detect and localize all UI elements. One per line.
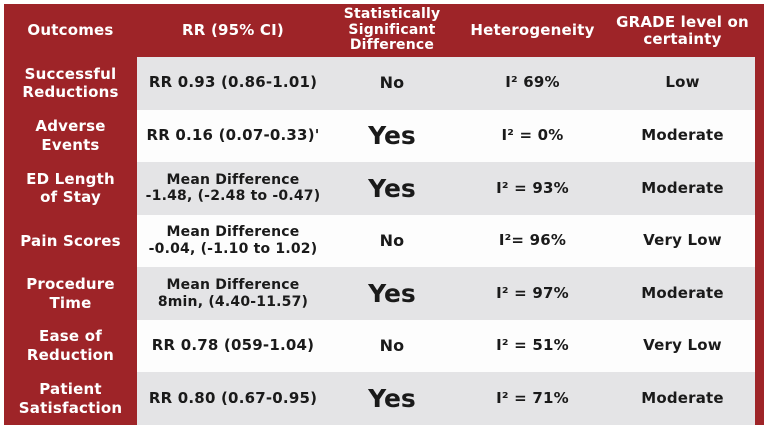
results-table: Outcomes RR (95% CI) Statistically Signi… [4, 4, 764, 425]
heterogeneity-cell: I²= 96% [455, 214, 610, 268]
grade-cell: Very Low [610, 214, 755, 268]
heterogeneity-cell: I² = 93% [455, 162, 610, 215]
heterogeneity-cell: I² = 97% [455, 267, 610, 320]
grade-cell: Low [610, 57, 755, 110]
rr-cell: RR 0.80 (0.67-0.95) [137, 372, 329, 425]
heterogeneity-cell: I² 69% [455, 57, 610, 110]
outcome-cell: Adverse Events [35, 117, 106, 154]
rr-cell: Mean Difference -0.04, (-1.10 to 1.02) [137, 214, 329, 268]
outcome-cell: Procedure Time [26, 274, 115, 312]
significance-cell: Yes [329, 162, 455, 215]
column-header-outcomes: Outcomes [27, 21, 114, 40]
grade-cell: Very Low [610, 319, 755, 373]
heterogeneity-cell: I² = 71% [455, 372, 610, 425]
outcome-cell: ED Length of Stay [26, 169, 115, 207]
column-header-rr-ci: RR (95% CI) [182, 21, 284, 40]
column-header-heterogeneity: Heterogeneity [470, 21, 595, 40]
rr-cell: RR 0.16 (0.07-0.33)' [137, 109, 329, 163]
significance-cell: No [329, 319, 455, 373]
significance-cell: Yes [329, 109, 455, 163]
grade-cell: Moderate [610, 162, 755, 215]
column-header-significance: Statistically Significant Difference [343, 5, 441, 54]
results-table-grid: Outcomes RR (95% CI) Statistically Signi… [4, 4, 755, 425]
heterogeneity-cell: I² = 0% [455, 109, 610, 163]
outcome-cell: Patient Satisfaction [18, 379, 123, 417]
significance-cell: No [329, 57, 455, 110]
significance-cell: No [329, 214, 455, 268]
outcome-cell: Successful Reductions [22, 64, 119, 102]
column-header-grade: GRADE level on certainty [616, 12, 749, 48]
outcome-cell: Pain Scores [20, 231, 121, 250]
significance-cell: Yes [329, 267, 455, 320]
outcome-cell: Ease of Reduction [26, 327, 115, 365]
significance-cell: Yes [329, 372, 455, 425]
grade-cell: Moderate [610, 267, 755, 320]
rr-cell: Mean Difference 8min, (4.40-11.57) [137, 267, 329, 320]
rr-cell: RR 0.78 (059-1.04) [137, 319, 329, 373]
grade-cell: Moderate [610, 372, 755, 425]
rr-cell: RR 0.93 (0.86-1.01) [137, 57, 329, 110]
rr-cell: Mean Difference -1.48, (-2.48 to -0.47) [137, 162, 329, 215]
grade-cell: Moderate [610, 109, 755, 163]
heterogeneity-cell: I² = 51% [455, 319, 610, 373]
